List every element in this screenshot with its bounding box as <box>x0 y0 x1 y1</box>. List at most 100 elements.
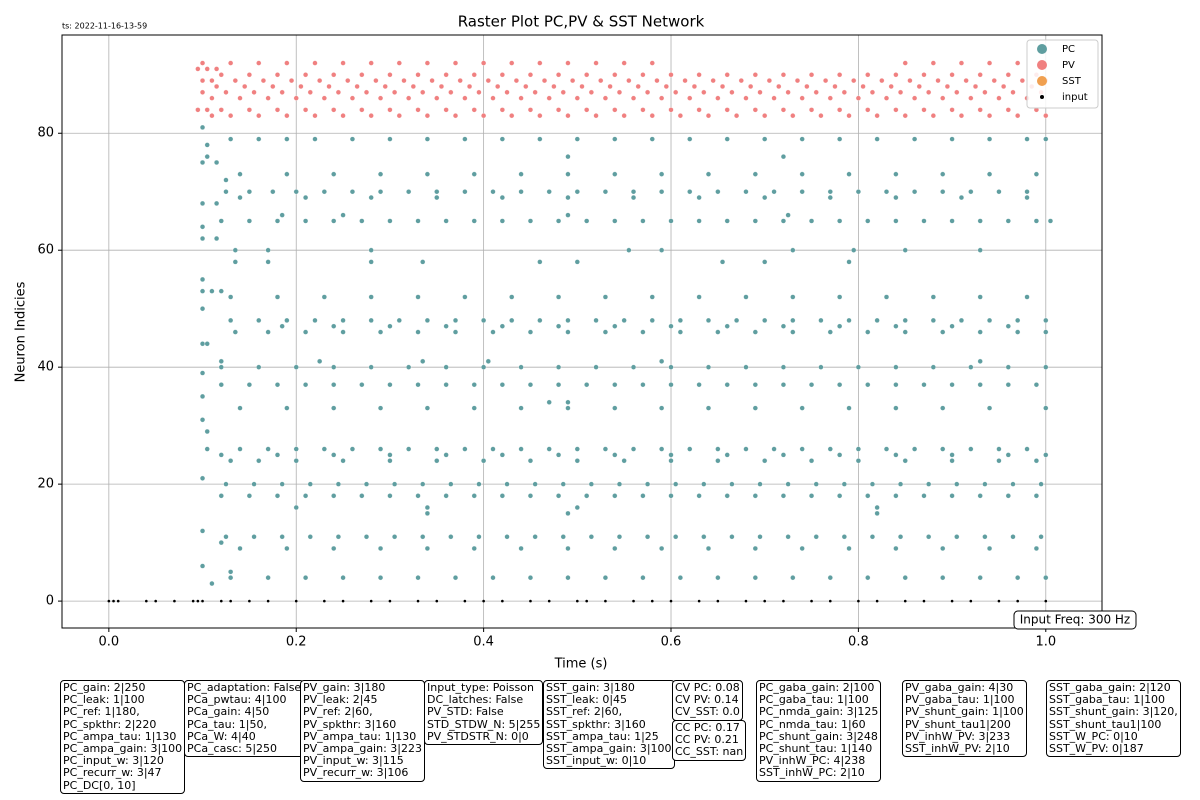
parameter-line: CC PC: 0.17 <box>675 721 740 734</box>
spike <box>256 364 262 370</box>
spike <box>387 458 393 464</box>
spike <box>865 107 871 113</box>
spike <box>199 528 206 534</box>
spike <box>420 534 426 540</box>
spike <box>218 493 224 499</box>
spike <box>780 364 786 370</box>
spike <box>640 493 646 499</box>
spike <box>724 323 730 329</box>
parameter-box: PC_adaptation: False PCa_pwtau: 4|100 PCa_… <box>184 680 305 758</box>
spike <box>565 510 571 516</box>
spike <box>537 136 543 142</box>
spike <box>509 60 515 66</box>
spike <box>762 136 768 142</box>
parameter-line: PV_ampa_tau: 1|130 <box>303 729 417 743</box>
parameter-line: PV_leak: 2|45 <box>303 693 378 707</box>
spike <box>851 78 857 84</box>
spike <box>228 575 234 581</box>
spike <box>977 72 983 78</box>
spike <box>893 195 899 201</box>
spike <box>462 189 468 195</box>
spike <box>284 545 290 552</box>
spike <box>950 599 954 603</box>
spike <box>734 113 740 119</box>
spike <box>940 405 946 411</box>
spike <box>378 95 384 101</box>
spike <box>331 323 337 329</box>
spike <box>340 329 346 335</box>
spike <box>846 113 852 119</box>
spike <box>604 599 607 603</box>
spike <box>794 78 801 84</box>
spike <box>902 113 908 119</box>
spike <box>462 136 468 142</box>
spike <box>696 294 702 300</box>
spike <box>827 575 833 581</box>
legend-box <box>1026 39 1099 109</box>
spike <box>602 95 608 101</box>
spike <box>832 83 838 90</box>
spike <box>621 317 627 323</box>
spike <box>987 405 993 411</box>
spike <box>576 599 579 603</box>
parameter-box: SST_gaba_gain: 2|120 SST_gaba_tau: 1|100 S… <box>1046 680 1181 758</box>
spike <box>1043 575 1049 581</box>
spike <box>228 458 234 464</box>
parameter-line: SST_gaba_gain: 2|120 <box>1049 681 1171 694</box>
parameter-line: PC_nmda_tau: 1|60 <box>759 717 866 731</box>
spike <box>705 405 712 411</box>
spike <box>504 89 510 95</box>
spike <box>565 212 571 218</box>
spike <box>1024 446 1030 452</box>
spike <box>649 294 655 300</box>
spike <box>443 323 449 329</box>
spike <box>743 189 749 195</box>
spike <box>387 107 393 113</box>
parameter-line: PV_gain: 3|180 <box>303 681 386 694</box>
spike <box>527 575 534 581</box>
spike <box>785 212 791 218</box>
spike <box>335 89 341 95</box>
spike <box>303 575 309 581</box>
parameter-line: PV_shunt_gain: 1|100 <box>905 705 1024 719</box>
spike <box>424 317 430 323</box>
spike <box>588 481 594 487</box>
spike <box>659 171 665 177</box>
spike <box>940 329 946 335</box>
spike <box>265 446 271 452</box>
spike <box>406 189 412 195</box>
spike <box>303 329 309 335</box>
spike <box>626 78 632 84</box>
spike <box>523 83 529 90</box>
spike <box>640 329 646 335</box>
spike <box>752 382 758 388</box>
spike <box>799 446 805 452</box>
spike <box>649 60 655 66</box>
spike <box>841 534 847 540</box>
spike <box>837 72 843 78</box>
parameter-line: SST_gaba_tau: 1|100 <box>1049 693 1166 707</box>
spike <box>368 259 374 265</box>
spike <box>687 189 693 195</box>
parameter-line: SST_input_w: 0|10 <box>546 754 647 768</box>
spike <box>378 171 384 177</box>
spike <box>780 154 786 160</box>
y-tick-label: 0 <box>46 594 54 609</box>
spike <box>1033 382 1039 388</box>
parameter-line: CV_SST: 0.0 <box>675 705 740 719</box>
spike <box>223 89 229 95</box>
spike <box>462 294 468 300</box>
spike <box>228 113 234 119</box>
spike <box>396 113 402 119</box>
x-tick-label: 0.8 <box>848 635 869 650</box>
spike <box>645 89 651 95</box>
spike <box>420 259 426 265</box>
spike <box>1043 452 1049 458</box>
spike <box>828 599 832 603</box>
spike <box>743 446 749 452</box>
input-freq-box <box>1013 610 1137 630</box>
spike <box>434 446 440 452</box>
spike <box>752 405 758 411</box>
spike <box>719 83 726 90</box>
spike <box>560 534 566 540</box>
